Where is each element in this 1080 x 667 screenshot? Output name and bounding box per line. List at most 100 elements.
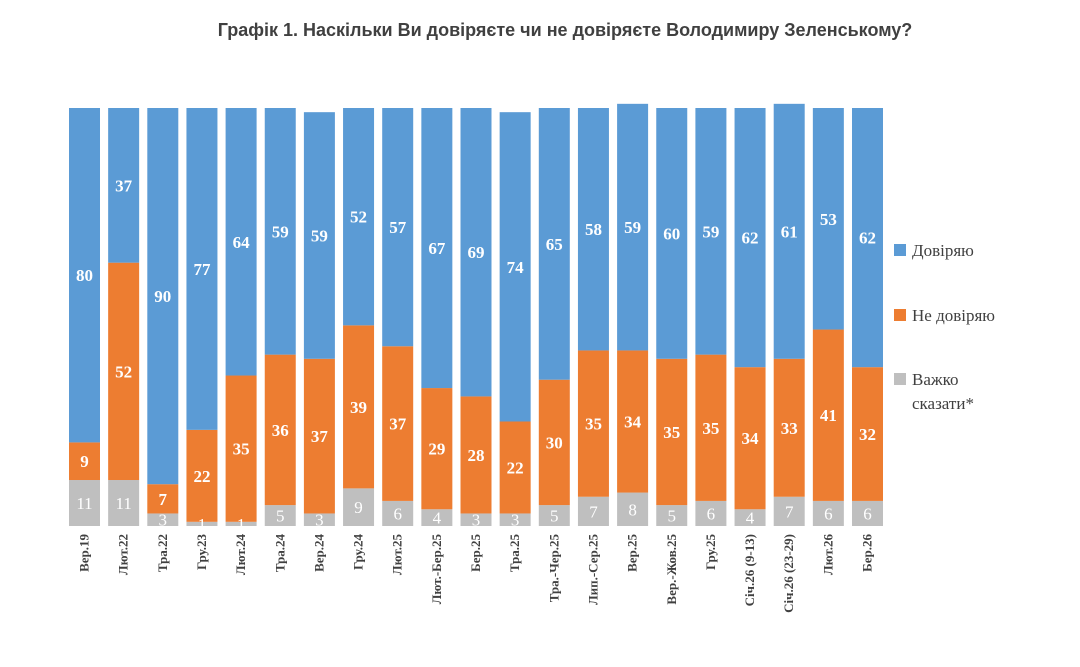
data-label-hard-to-say: 11 xyxy=(76,494,92,513)
x-tick-label: Тра.24 xyxy=(272,534,287,573)
bar-distrust xyxy=(460,396,492,514)
x-tick-label: Гру.25 xyxy=(703,534,718,570)
bar-distrust xyxy=(264,354,296,506)
data-label-trust: 67 xyxy=(428,239,446,258)
data-label-hard-to-say: 6 xyxy=(393,504,402,523)
bar-trust xyxy=(538,108,570,380)
x-tick-label: Гру.24 xyxy=(351,534,366,570)
data-label-distrust: 52 xyxy=(115,362,132,381)
x-tick-label: Вер.24 xyxy=(311,534,326,572)
data-label-hard-to-say: 5 xyxy=(668,507,677,526)
data-label-hard-to-say: 4 xyxy=(433,509,442,528)
bar-trust xyxy=(69,108,100,443)
bar-hard-to-say xyxy=(812,500,844,526)
x-tick-label: Лют.22 xyxy=(116,534,131,575)
x-tick-label: Вер.25 xyxy=(625,534,640,572)
bar-trust xyxy=(577,108,609,351)
data-label-hard-to-say: 6 xyxy=(824,504,833,523)
bar-distrust xyxy=(538,379,570,506)
data-label-distrust: 37 xyxy=(389,415,407,434)
bar-trust xyxy=(617,103,649,351)
data-label-trust: 80 xyxy=(76,266,93,285)
bar-hard-to-say xyxy=(577,496,609,526)
legend-swatch xyxy=(894,244,906,256)
legend-swatch xyxy=(894,373,906,385)
data-label-distrust: 29 xyxy=(428,440,445,459)
data-label-hard-to-say: 1 xyxy=(237,515,246,534)
data-label-hard-to-say: 1 xyxy=(198,515,207,534)
bar-trust xyxy=(225,108,257,376)
bar-distrust xyxy=(734,367,766,510)
bar-distrust xyxy=(225,375,257,522)
x-tick-label: Вер.-Жов.25 xyxy=(664,534,679,605)
data-label-hard-to-say: 3 xyxy=(511,511,520,530)
legend-swatch xyxy=(894,309,906,321)
bar-hard-to-say xyxy=(499,513,531,526)
data-label-hard-to-say: 7 xyxy=(785,502,794,521)
bar-trust xyxy=(264,108,296,355)
x-tick-label: Лют.24 xyxy=(233,534,248,576)
bar-hard-to-say xyxy=(656,505,688,526)
x-tick-label: Січ.26 (23-29) xyxy=(781,534,796,613)
x-tick-label: Лют.-Бер.25 xyxy=(429,534,444,605)
x-tick-label: Гру.23 xyxy=(194,534,209,570)
data-label-hard-to-say: 5 xyxy=(276,507,285,526)
bar-trust xyxy=(343,108,375,326)
bar-distrust xyxy=(69,442,100,481)
bar-trust xyxy=(656,108,688,359)
data-label-hard-to-say: 6 xyxy=(863,504,872,523)
x-tick-label: Тра.25 xyxy=(507,534,522,573)
bar-distrust xyxy=(147,484,179,514)
data-label-distrust: 36 xyxy=(272,421,289,440)
bar-distrust xyxy=(695,354,727,501)
x-tick-label: Лют.25 xyxy=(390,534,405,576)
data-label-trust: 37 xyxy=(115,176,133,195)
bar-distrust xyxy=(303,358,335,514)
bar-distrust xyxy=(852,367,883,501)
data-label-distrust: 34 xyxy=(624,413,642,432)
data-label-trust: 59 xyxy=(702,222,719,241)
data-label-distrust: 28 xyxy=(468,446,485,465)
data-label-distrust: 37 xyxy=(311,427,329,446)
bar-hard-to-say xyxy=(773,496,805,526)
value-labels-layer: 1198011523737901227713564536593375993952… xyxy=(76,176,876,534)
data-label-distrust: 32 xyxy=(859,425,876,444)
data-label-distrust: 35 xyxy=(663,423,680,442)
bar-hard-to-say xyxy=(108,480,140,526)
bar-hard-to-say xyxy=(460,513,492,526)
data-label-trust: 69 xyxy=(468,243,485,262)
data-label-trust: 90 xyxy=(154,287,171,306)
data-label-trust: 64 xyxy=(233,233,251,252)
legend-label: Не довіряю xyxy=(912,306,995,325)
bar-trust xyxy=(812,108,844,330)
bar-distrust xyxy=(108,262,140,481)
bar-distrust xyxy=(421,388,453,510)
bar-hard-to-say xyxy=(225,521,257,526)
bar-trust xyxy=(303,112,335,359)
data-label-distrust: 35 xyxy=(702,419,719,438)
data-label-distrust: 7 xyxy=(159,490,168,509)
bar-distrust xyxy=(812,329,844,501)
data-label-hard-to-say: 3 xyxy=(159,511,168,530)
data-label-hard-to-say: 11 xyxy=(115,494,131,513)
data-label-trust: 62 xyxy=(742,229,759,248)
data-label-distrust: 30 xyxy=(546,433,563,452)
bar-hard-to-say xyxy=(69,480,100,526)
bar-trust xyxy=(186,108,218,430)
bar-hard-to-say xyxy=(303,513,335,526)
legend-label: Довіряю xyxy=(912,241,974,260)
data-label-trust: 65 xyxy=(546,235,563,254)
x-tick-label: Тра.22 xyxy=(155,534,170,572)
bar-distrust xyxy=(499,421,531,514)
data-label-trust: 57 xyxy=(389,218,407,237)
bar-distrust xyxy=(343,325,375,489)
data-label-distrust: 9 xyxy=(80,452,89,471)
bar-trust xyxy=(382,108,414,347)
data-label-distrust: 34 xyxy=(742,429,760,448)
legend-label: сказати* xyxy=(912,394,974,413)
bar-trust xyxy=(499,112,531,422)
x-axis-tick-labels: Вер.19 Лют.22 Тра.22 Гру.23 Лют.24 Тра.24 Вер.… xyxy=(77,534,875,613)
bars-layer xyxy=(69,103,883,526)
data-label-distrust: 41 xyxy=(820,406,837,425)
data-label-trust: 74 xyxy=(507,258,525,277)
